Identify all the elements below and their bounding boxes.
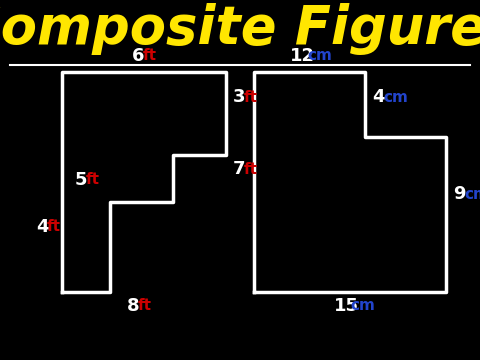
Text: cm: cm xyxy=(307,48,332,63)
Text: ft: ft xyxy=(143,48,157,63)
Text: 4: 4 xyxy=(36,218,48,236)
Text: 6: 6 xyxy=(132,47,144,65)
Text: ft: ft xyxy=(138,298,152,314)
Text: 7: 7 xyxy=(233,160,245,178)
Text: 5: 5 xyxy=(74,171,87,189)
Text: ft: ft xyxy=(47,219,61,234)
Text: ft: ft xyxy=(85,172,99,188)
Text: cm: cm xyxy=(465,187,480,202)
Text: 15: 15 xyxy=(334,297,359,315)
Text: ft: ft xyxy=(244,162,258,177)
Text: 8: 8 xyxy=(127,297,140,315)
Text: 4: 4 xyxy=(372,88,384,106)
Text: 9: 9 xyxy=(454,185,466,203)
Text: cm: cm xyxy=(350,298,375,314)
Text: ft: ft xyxy=(244,90,258,105)
Text: cm: cm xyxy=(383,90,408,105)
Text: 12: 12 xyxy=(290,47,315,65)
Text: 3: 3 xyxy=(233,88,245,106)
Text: Composite Figures: Composite Figures xyxy=(0,3,480,55)
